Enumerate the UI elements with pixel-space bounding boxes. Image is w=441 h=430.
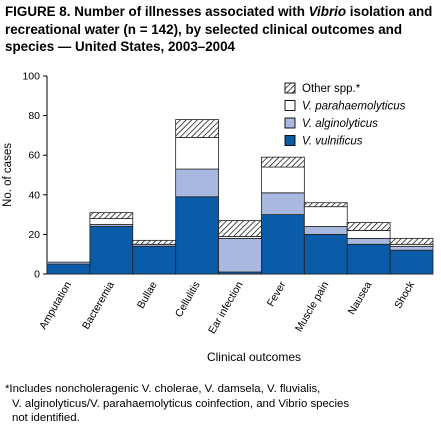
bar-segment [389, 245, 434, 251]
footnote-line-1: *Includes noncholeragenic V. cholerae, V… [5, 383, 321, 395]
bar-segment [346, 237, 391, 245]
bar-segment [346, 243, 391, 275]
x-tick-label: Fever [265, 279, 289, 309]
figure-title: FIGURE 8. Number of illnesses associated… [5, 3, 439, 56]
bar-segment [303, 202, 348, 208]
bar-segment [46, 261, 91, 265]
bar-segment [89, 212, 134, 219]
legend-swatch [284, 117, 296, 129]
legend-swatch [284, 135, 296, 146]
x-tick-label: Ear infection [206, 279, 246, 336]
bar-segment [175, 136, 219, 170]
footnote-line-3: not identified. [12, 412, 80, 424]
x-tick-label: Nausea [346, 279, 375, 316]
bar-segment [175, 196, 219, 275]
plot-area: 0 20 40 60 80 100 No. of cases Amputation Bacter… [2, 71, 434, 362]
bar-segment [261, 214, 305, 275]
x-tick-label: Shock [392, 279, 417, 311]
bar-segment [346, 222, 391, 231]
x-axis-label: Clinical outcomes [207, 350, 301, 362]
x-tick-label: Cellulitis [173, 280, 203, 320]
y-tick-label: 0 [34, 269, 40, 281]
legend-label: V. parahaemolyticus [302, 101, 406, 113]
y-tick-label: 20 [28, 229, 40, 241]
bar-segment [218, 220, 262, 237]
y-tick-label: 100 [22, 71, 40, 83]
bar-segment [261, 156, 305, 168]
y-axis-label: No. of cases [2, 143, 14, 207]
bar-segment [175, 119, 219, 138]
bar-segment [132, 239, 177, 245]
legend-label: V. vulnificus [302, 136, 363, 148]
x-tick-label: Amputation [37, 279, 74, 331]
bar-segment [303, 233, 348, 275]
bar-segment [303, 206, 348, 227]
bar-segment [89, 226, 134, 275]
legend-label: Other spp.* [302, 83, 361, 95]
bar-segment [389, 237, 434, 245]
legend-swatch [284, 100, 296, 111]
title-prefix: FIGURE 8. Number of illnesses associated… [5, 4, 309, 19]
stacked-bar-chart: 0 20 40 60 80 100 No. of cases Amputation Bacter… [2, 71, 434, 362]
y-tick-label: 40 [28, 189, 40, 201]
bar-segment [46, 263, 91, 275]
x-tick-label: Muscle pain [293, 279, 331, 334]
bar-segment [175, 168, 219, 198]
footnote: *Includes noncholeragenic V. cholerae, V… [5, 382, 435, 426]
bar-segment [346, 230, 391, 239]
x-tick-label: Bacteremia [80, 279, 117, 331]
bar-segment [261, 166, 305, 194]
y-tick-label: 60 [28, 150, 40, 162]
title-italic: Vibrio [308, 4, 347, 19]
bar-segment [303, 226, 348, 235]
legend-swatch [284, 82, 296, 94]
footnote-line-2: V. alginolyticus/V. parahaemolyticus coi… [12, 397, 350, 410]
bar-segment [89, 218, 134, 225]
y-tick-label: 80 [28, 110, 40, 122]
bar-segment [261, 192, 305, 216]
title-suffix: isolation and recreational water (n = 14… [5, 4, 433, 54]
bar-segment [132, 245, 177, 275]
bar-segment [218, 237, 262, 273]
x-tick-label: Bullae [135, 279, 160, 310]
legend-label: V. alginolyticus [302, 118, 378, 130]
bar-segment [389, 249, 434, 275]
